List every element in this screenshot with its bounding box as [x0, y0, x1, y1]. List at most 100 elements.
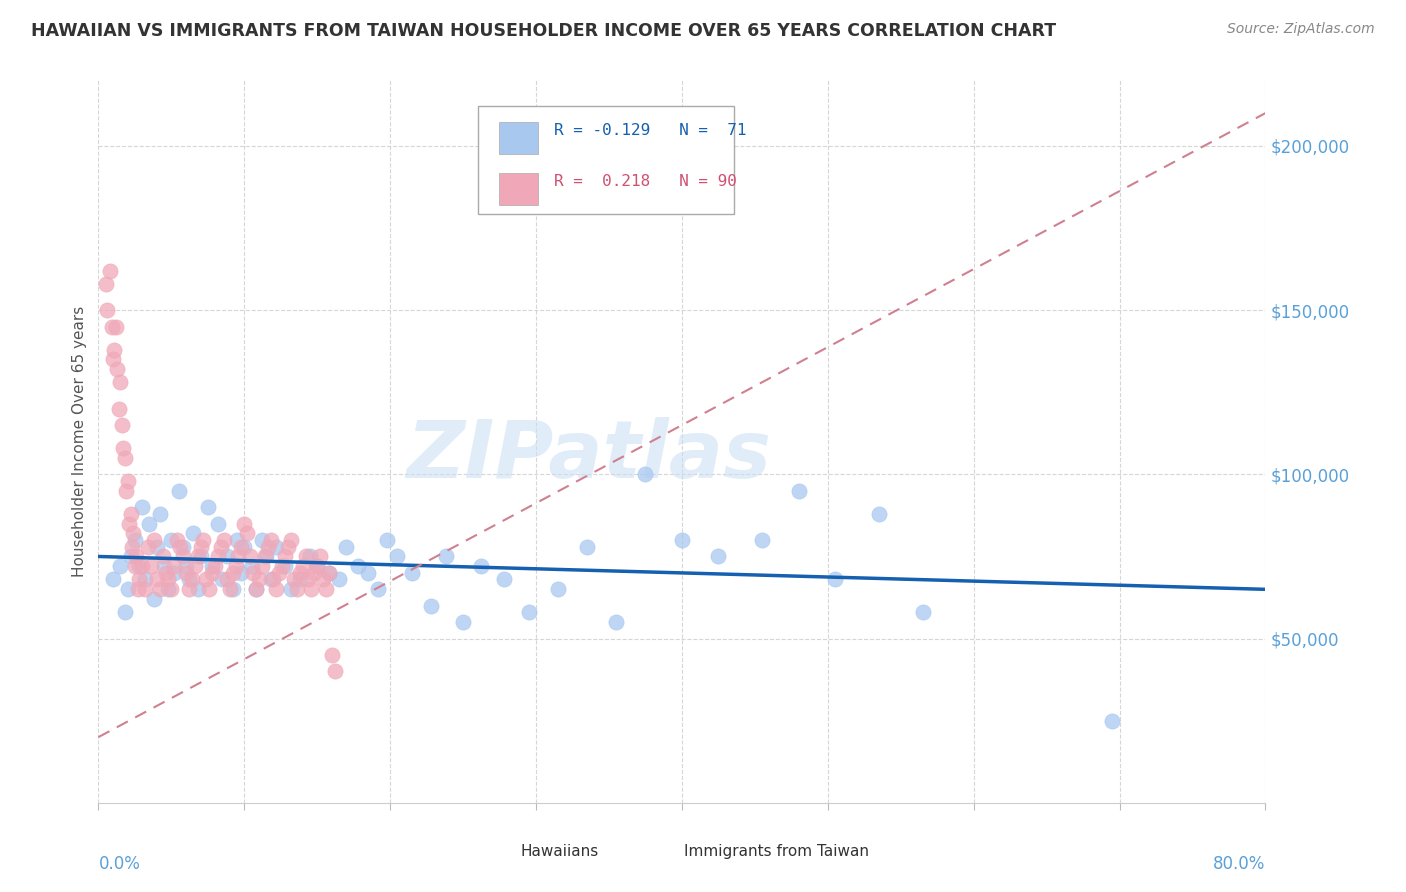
- Point: [323, 665, 346, 679]
- Point: [101, 573, 124, 587]
- Point: [172, 540, 194, 554]
- Point: [110, 559, 132, 574]
- Point: [125, 549, 148, 564]
- Point: [824, 573, 846, 587]
- Point: [201, 566, 224, 580]
- Point: [228, 549, 250, 564]
- Text: 0.0%: 0.0%: [98, 855, 141, 873]
- Point: [576, 540, 599, 554]
- Text: HAWAIIAN VS IMMIGRANTS FROM TAIWAN HOUSEHOLDER INCOME OVER 65 YEARS CORRELATION : HAWAIIAN VS IMMIGRANTS FROM TAIWAN HOUSE…: [31, 22, 1056, 40]
- Point: [277, 540, 299, 554]
- Point: [127, 582, 149, 597]
- Point: [470, 559, 492, 574]
- Point: [157, 582, 180, 597]
- Point: [492, 573, 515, 587]
- Point: [128, 573, 150, 587]
- Point: [357, 566, 380, 580]
- Point: [751, 533, 773, 547]
- Point: [215, 573, 238, 587]
- Point: [98, 264, 121, 278]
- Point: [291, 559, 314, 574]
- Point: [304, 566, 326, 580]
- Point: [451, 615, 474, 630]
- Point: [240, 559, 263, 574]
- Point: [221, 582, 243, 597]
- Point: [288, 566, 311, 580]
- Point: [254, 549, 277, 564]
- Point: [225, 559, 247, 574]
- Text: R =  0.218   N = 90: R = 0.218 N = 90: [554, 174, 737, 189]
- Point: [112, 441, 135, 455]
- Point: [250, 559, 273, 574]
- Point: [157, 573, 180, 587]
- Point: [318, 566, 340, 580]
- Point: [131, 559, 153, 574]
- Point: [318, 566, 340, 580]
- Point: [108, 401, 131, 416]
- FancyBboxPatch shape: [478, 105, 734, 214]
- Point: [117, 582, 139, 597]
- Point: [315, 582, 337, 597]
- Text: R = -0.129   N =  71: R = -0.129 N = 71: [554, 123, 747, 138]
- Point: [288, 573, 311, 587]
- Point: [96, 303, 118, 318]
- Point: [124, 533, 146, 547]
- Point: [245, 582, 267, 597]
- Point: [124, 559, 146, 574]
- Point: [121, 540, 143, 554]
- Point: [271, 559, 294, 574]
- Point: [138, 516, 160, 531]
- Point: [163, 559, 186, 574]
- Point: [169, 540, 191, 554]
- Point: [180, 573, 202, 587]
- Point: [177, 582, 200, 597]
- Point: [128, 559, 150, 574]
- Point: [434, 549, 457, 564]
- Point: [198, 582, 221, 597]
- Point: [114, 605, 136, 619]
- Point: [110, 376, 132, 390]
- Point: [256, 540, 278, 554]
- Point: [309, 549, 332, 564]
- Point: [187, 549, 209, 564]
- Point: [146, 540, 169, 554]
- Point: [299, 582, 322, 597]
- Point: [101, 352, 124, 367]
- Point: [104, 319, 127, 334]
- Point: [401, 566, 423, 580]
- Point: [142, 592, 165, 607]
- Point: [105, 362, 128, 376]
- Point: [274, 559, 297, 574]
- Point: [253, 549, 276, 564]
- Point: [131, 500, 153, 515]
- Point: [911, 605, 934, 619]
- Point: [149, 507, 172, 521]
- Point: [375, 533, 398, 547]
- Point: [190, 540, 212, 554]
- Text: ZIPatlas: ZIPatlas: [406, 417, 770, 495]
- Point: [247, 573, 270, 587]
- Point: [280, 533, 302, 547]
- Point: [120, 549, 142, 564]
- Point: [201, 559, 224, 574]
- Point: [367, 582, 389, 597]
- Point: [122, 526, 145, 541]
- Point: [195, 573, 218, 587]
- Point: [139, 559, 162, 574]
- Point: [307, 559, 329, 574]
- Point: [160, 582, 183, 597]
- Point: [868, 507, 890, 521]
- Text: Hawaiians: Hawaiians: [520, 844, 599, 859]
- Point: [155, 566, 177, 580]
- Point: [259, 573, 281, 587]
- Point: [328, 573, 350, 587]
- Point: [215, 549, 238, 564]
- Point: [269, 566, 291, 580]
- Point: [259, 533, 281, 547]
- Point: [134, 573, 156, 587]
- Point: [226, 533, 249, 547]
- Point: [103, 343, 125, 357]
- Point: [266, 540, 288, 554]
- Point: [174, 559, 197, 574]
- Point: [117, 474, 139, 488]
